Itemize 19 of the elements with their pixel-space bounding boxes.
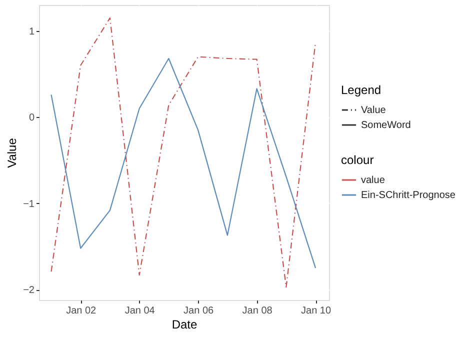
x-tick-label: Jan 04	[124, 306, 156, 316]
text: colour	[341, 153, 374, 167]
legend-label: Ein-SChritt-Prognose	[361, 190, 456, 201]
x-tick-label: Jan 02	[66, 306, 97, 316]
line-series	[50, 58, 316, 269]
line-series	[50, 17, 316, 288]
y-tick-label: −2	[23, 285, 35, 296]
y-tick-label: 1	[28, 26, 35, 38]
x-tick-label: Jan 08	[242, 306, 273, 316]
text: Legend	[341, 83, 382, 97]
text: SomeWord	[361, 120, 411, 131]
text: Value	[361, 105, 386, 116]
y-tick-label: 0	[28, 112, 35, 124]
x-tick-label: Jan 10	[301, 306, 332, 316]
legend-label: value	[361, 175, 386, 186]
y-tick-label: −1	[23, 198, 35, 210]
x-tick-label: Jan 06	[184, 306, 214, 316]
y-axis-title: Value	[5, 138, 20, 168]
x-axis-title: Date	[172, 318, 198, 332]
